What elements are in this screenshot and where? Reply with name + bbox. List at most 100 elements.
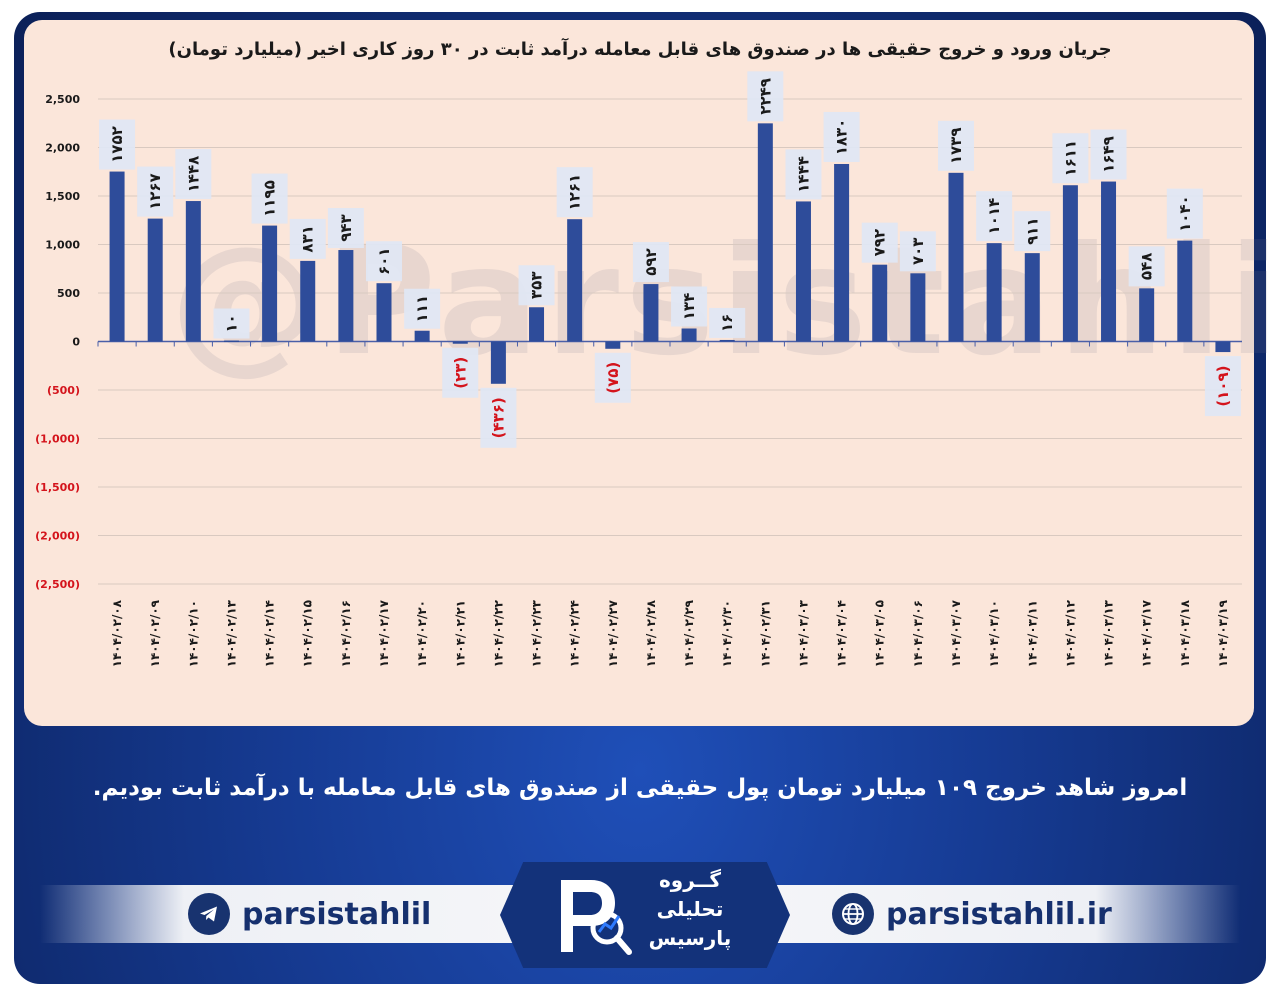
data-label: ۵۴۸ xyxy=(1138,253,1156,280)
data-label: ۷۹۲ xyxy=(871,229,889,256)
data-label-box xyxy=(976,191,1013,242)
data-label: ۶۰۱ xyxy=(375,247,393,274)
x-tick-label: ۱۴۰۴/۰۳/۱۲ xyxy=(1063,599,1077,667)
y-tick-label: (1,000) xyxy=(35,433,80,446)
x-tick-label: ۱۴۰۴/۰۳/۰۴ xyxy=(835,600,849,667)
x-tick-label: ۱۴۰۴/۰۳/۰۳ xyxy=(796,599,810,667)
x-tick-label: ۱۴۰۴/۰۲/۱۰ xyxy=(186,600,200,667)
x-tick-label: ۱۴۰۴/۰۲/۱۶ xyxy=(339,600,353,667)
bar xyxy=(567,219,583,342)
data-label-box xyxy=(671,286,708,327)
bar xyxy=(262,225,278,342)
x-tick-label: ۱۴۰۴/۰۲/۲۸ xyxy=(644,599,658,667)
x-tick-label: ۱۴۰۴/۰۲/۱۳ xyxy=(224,599,238,667)
data-label: ۱۱۹۵ xyxy=(261,180,279,217)
data-label-box xyxy=(366,241,402,282)
data-label-box xyxy=(175,149,212,200)
telegram-handle: parsistahlil xyxy=(242,896,432,932)
y-tick-label: 0 xyxy=(72,336,80,349)
x-tick-label: ۱۴۰۴/۰۲/۱۴ xyxy=(263,600,277,667)
logo-line-3: پارسیس xyxy=(648,926,732,950)
y-tick-label: (2,500) xyxy=(35,578,80,591)
y-tick-label: 2,000 xyxy=(45,142,80,155)
bar xyxy=(872,264,888,342)
data-label-box xyxy=(442,347,479,398)
x-tick-label: ۱۴۰۴/۰۲/۰۹ xyxy=(148,599,162,667)
bar xyxy=(986,243,1002,342)
x-tick-label: ۱۴۰۴/۰۲/۱۷ xyxy=(377,599,391,667)
data-label-box xyxy=(632,242,669,283)
data-label: ۹۱۱ xyxy=(1023,217,1041,244)
bar xyxy=(223,340,239,343)
x-tick-label: ۱۴۰۴/۰۲/۲۱ xyxy=(453,600,467,667)
x-tick-label: ۱۴۰۴/۰۲/۲۷ xyxy=(606,599,620,667)
data-label: ۱۰۱۴ xyxy=(985,198,1003,235)
x-tick-label: ۱۴۰۴/۰۳/۰۷ xyxy=(949,599,963,667)
data-label-box xyxy=(785,149,822,200)
data-label: ۱۲۶۷ xyxy=(146,173,164,210)
x-tick-label: ۱۴۰۴/۰۲/۰۸ xyxy=(110,599,124,667)
x-tick-label: ۱۴۰۴/۰۳/۰۶ xyxy=(911,600,925,667)
data-label-box xyxy=(251,173,288,224)
x-tick-label: ۱۴۰۴/۰۳/۱۱ xyxy=(1025,600,1039,667)
website-url: parsistahlil.ir xyxy=(886,896,1112,932)
bar xyxy=(529,307,545,342)
bar xyxy=(681,328,697,342)
data-label: ۱۴۴۸ xyxy=(184,156,202,193)
data-label-box xyxy=(137,166,174,217)
x-tick-label: ۱۴۰۴/۰۲/۳۱ xyxy=(758,600,772,667)
telegram-link[interactable]: parsistahlil xyxy=(188,888,431,940)
bar xyxy=(338,250,354,342)
x-tick-label: ۱۴۰۴/۰۳/۱۹ xyxy=(1216,599,1230,667)
data-label: ۱۳۴ xyxy=(680,293,698,320)
website-link[interactable]: parsistahlil.ir xyxy=(832,888,1112,940)
data-label: ۱۰۴۰ xyxy=(1176,195,1194,232)
data-label: ۱۲۶۱ xyxy=(566,174,584,211)
data-label-box xyxy=(1204,356,1241,417)
x-tick-label: ۱۴۰۴/۰۲/۲۹ xyxy=(682,599,696,667)
bar xyxy=(1139,288,1155,342)
bar xyxy=(1062,185,1078,342)
bar xyxy=(300,260,316,342)
data-label: ۹۴۳ xyxy=(337,214,355,241)
bar xyxy=(795,201,811,342)
chart-title: جریان ورود و خروج حقیقی ها در صندوق های … xyxy=(168,39,1112,60)
bar xyxy=(1177,240,1193,342)
data-label: ۲۲۴۹ xyxy=(756,78,774,115)
bar xyxy=(452,341,468,344)
x-tick-label: ۱۴۰۴/۰۲/۲۳ xyxy=(530,599,544,667)
caption-text: امروز شاهد خروج ۱۰۹ میلیارد تومان پول حق… xyxy=(92,775,1188,801)
telegram-icon xyxy=(188,893,230,935)
data-label-box xyxy=(556,167,593,218)
x-tick-label: ۱۴۰۴/۰۲/۱۵ xyxy=(301,600,315,667)
data-label-box xyxy=(404,288,441,329)
data-label-box xyxy=(213,308,250,339)
chart-panel xyxy=(24,20,1254,726)
y-tick-label: 1,000 xyxy=(45,239,80,252)
data-label-box xyxy=(99,119,136,170)
data-label: (۱۰۹) xyxy=(1214,365,1232,406)
data-label: ۱۷۵۲ xyxy=(108,126,126,163)
data-label-box xyxy=(289,218,326,259)
data-label: ۷۰۳ xyxy=(909,238,927,265)
data-label-box xyxy=(938,120,974,171)
data-label-box xyxy=(594,352,631,403)
logo-text: گــروه تحلیلی پارسیس xyxy=(635,866,745,953)
bar xyxy=(1024,253,1040,342)
bar xyxy=(605,341,621,349)
bar xyxy=(414,330,430,342)
data-label-box xyxy=(709,307,746,338)
x-tick-label: ۱۴۰۴/۰۳/۱۸ xyxy=(1178,599,1192,667)
data-label-box xyxy=(518,265,555,306)
data-label: ۱۸۳۰ xyxy=(833,119,851,156)
bar-chart: 2,500 2,000 1,500 1,000 500 0 (500) (1,000) (1,5… xyxy=(35,71,1242,667)
data-label-box xyxy=(1128,246,1165,287)
y-tick-label: 500 xyxy=(57,287,80,300)
data-label: ۱۷۳۹ xyxy=(947,128,965,165)
data-label: ۱۶۴۹ xyxy=(1100,136,1118,173)
data-label: ۱۶ xyxy=(718,314,736,332)
bar xyxy=(147,218,163,342)
x-tick-label: ۱۴۰۴/۰۲/۲۰ xyxy=(415,600,429,667)
y-tick-label: 1,500 xyxy=(45,190,80,203)
data-label-box xyxy=(747,71,784,122)
